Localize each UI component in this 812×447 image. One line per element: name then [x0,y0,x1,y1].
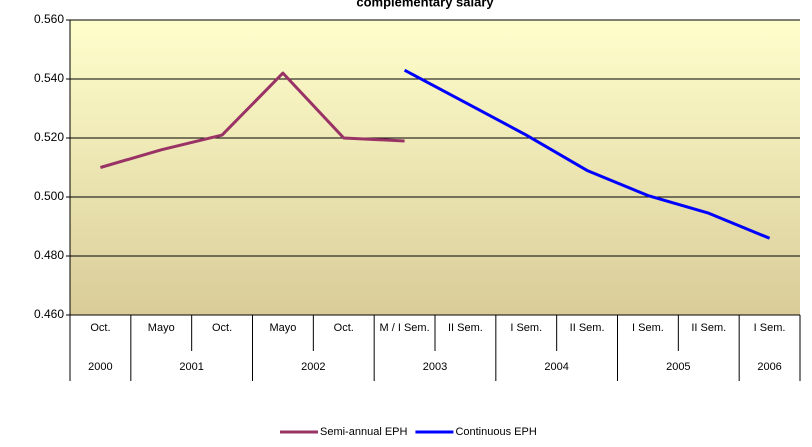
x-tick-label: Mayo [269,322,296,334]
x-tick-label: Oct. [212,322,232,334]
y-tick-label: 0.480 [34,248,64,262]
y-tick-label: 0.460 [34,307,64,321]
y-tick-label: 0.560 [34,12,64,26]
group-label: 2003 [423,361,447,373]
x-tick-label: II Sem. [691,322,726,334]
legend-label: Semi-annual EPH [320,426,407,438]
x-tick-label: Oct. [90,322,110,334]
x-tick-label: Mayo [148,322,175,334]
group-label: 2004 [544,361,568,373]
legend-label: Continuous EPH [455,426,536,438]
x-tick-label: I Sem. [754,322,786,334]
series-line [99,71,405,169]
x-tick-label: M / I Sem. [380,322,430,334]
group-label: 2002 [301,361,325,373]
x-tick-label: II Sem. [448,322,483,334]
y-tick-label: 0.540 [34,71,64,85]
series-line [403,68,771,240]
group-label: 2000 [88,361,112,373]
chart-title: complementary salary [356,0,494,9]
group-label: 2001 [179,361,203,373]
y-tick-label: 0.500 [34,189,64,203]
group-label: 2005 [666,361,690,373]
plot-area [70,20,800,315]
x-tick-label: Oct. [334,322,354,334]
x-tick-label: I Sem. [510,322,542,334]
x-tick-label: I Sem. [632,322,664,334]
group-label: 2006 [757,361,781,373]
y-tick-label: 0.520 [34,130,64,144]
x-tick-label: II Sem. [570,322,605,334]
